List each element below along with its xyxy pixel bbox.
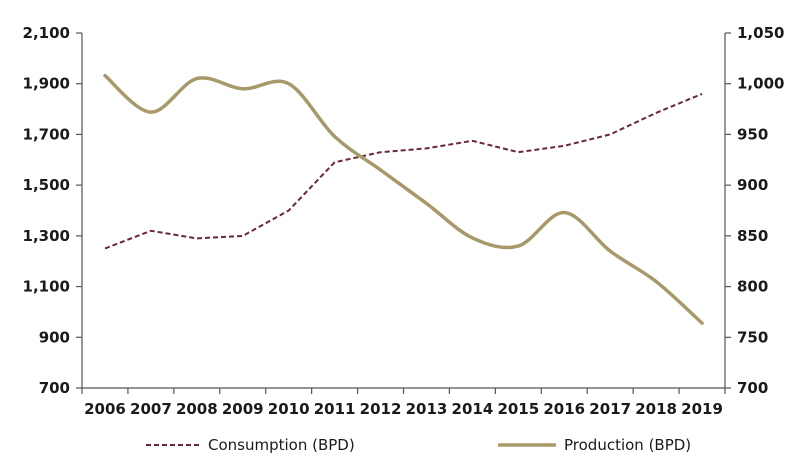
left-tick-label: 900: [39, 328, 70, 346]
right-tick-label: 800: [737, 278, 768, 296]
x-tick-label: 2016: [543, 400, 585, 418]
x-tick-label: 2018: [635, 400, 677, 418]
x-tick-label: 2011: [314, 400, 356, 418]
x-tick-label: 2017: [589, 400, 631, 418]
x-axis-ticks: 2006 2007 2008 2009 2010 2011 2012 2013 2014 2015…: [81, 388, 726, 418]
right-tick-label: 1,050: [737, 24, 784, 42]
right-tick-label: 900: [737, 176, 768, 194]
right-tick-label: 950: [737, 125, 768, 143]
left-tick-label: 1,500: [23, 176, 70, 194]
x-tick-label: 2019: [681, 400, 723, 418]
x-tick-label: 2014: [452, 400, 494, 418]
axes: [81, 33, 726, 389]
consumption-series-line: [104, 92, 703, 250]
x-tick-label: 2010: [268, 400, 310, 418]
left-tick-label: 1,900: [23, 75, 70, 93]
left-tick-label: 1,300: [23, 227, 70, 245]
x-tick-label: 2013: [406, 400, 448, 418]
right-tick-label: 1,000: [737, 75, 784, 93]
left-axis-ticks: 700 900 1,100 1,300 1,500 1,700 1,900 2,100: [23, 24, 82, 397]
x-tick-label: 2015: [497, 400, 539, 418]
series-lines: [103, 73, 704, 325]
x-tick-label: 2007: [130, 400, 172, 418]
x-tick-label: 2008: [176, 400, 218, 418]
left-tick-label: 1,700: [23, 125, 70, 143]
legend-label-production: Production (BPD): [564, 436, 691, 454]
right-tick-label: 850: [737, 227, 768, 245]
left-tick-label: 1,100: [23, 278, 70, 296]
right-tick-label: 700: [737, 379, 768, 397]
production-series-line: [103, 73, 704, 325]
left-tick-label: 700: [39, 379, 70, 397]
legend: Consumption (BPD) Production (BPD): [146, 436, 691, 454]
right-tick-label: 750: [737, 328, 768, 346]
x-tick-label: 2009: [222, 400, 264, 418]
right-axis-ticks: 700 750 800 850 900 950 1,000 1,050: [725, 24, 784, 397]
x-tick-label: 2012: [360, 400, 402, 418]
x-tick-label: 2006: [84, 400, 126, 418]
left-tick-label: 2,100: [23, 24, 70, 42]
legend-label-consumption: Consumption (BPD): [208, 436, 355, 454]
